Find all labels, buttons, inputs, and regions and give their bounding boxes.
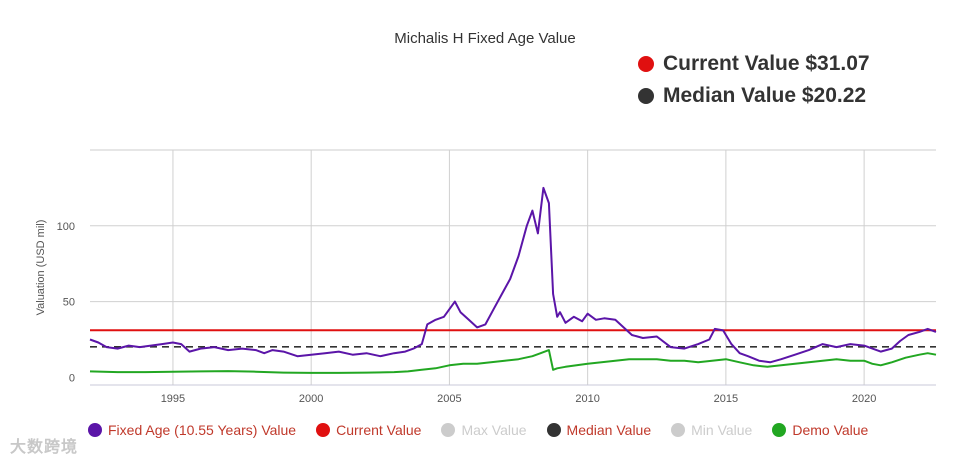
legend-label: Max Value bbox=[461, 422, 527, 438]
legend-swatch-icon bbox=[671, 423, 686, 437]
legend-label: Current Value bbox=[336, 422, 422, 438]
legend-swatch-icon bbox=[88, 423, 102, 437]
legend-item-min-value[interactable]: Min Value bbox=[671, 422, 752, 438]
legend-item-fixed-age[interactable]: Fixed Age (10.55 Years) Value bbox=[88, 422, 296, 438]
median-value-badge: Median Value $20.22 bbox=[638, 84, 866, 108]
legend-label: Median Value bbox=[566, 422, 652, 438]
legend-label: Demo Value bbox=[792, 422, 869, 438]
series-line-fixed-age-10-55-years-value bbox=[89, 186, 937, 364]
legend-swatch-icon bbox=[772, 423, 787, 437]
legend-label: Min Value bbox=[691, 422, 753, 438]
y-tick-label: 100 bbox=[57, 221, 75, 233]
x-tick-label: 2000 bbox=[299, 393, 323, 405]
legend-item-max-value[interactable]: Max Value bbox=[441, 422, 527, 438]
y-tick-label: 0 bbox=[69, 372, 75, 384]
current-value-badge: Current Value $31.07 bbox=[638, 52, 870, 76]
x-tick-label: 2005 bbox=[437, 393, 461, 405]
legend-swatch-icon bbox=[316, 423, 331, 437]
watermark-logo: 大数跨境 bbox=[10, 439, 79, 456]
x-tick-label: 2015 bbox=[714, 393, 738, 405]
chart-legend: Fixed Age (10.55 Years) Value Current Va… bbox=[88, 422, 888, 438]
legend-item-current-value[interactable]: Current Value bbox=[316, 422, 421, 438]
current-value-dot-icon bbox=[638, 56, 654, 72]
legend-item-median-value[interactable]: Median Value bbox=[546, 422, 652, 438]
x-tick-label: 1995 bbox=[161, 393, 185, 405]
x-tick-label: 2010 bbox=[575, 393, 599, 405]
x-tick-label: 2020 bbox=[852, 393, 876, 405]
series-line-demo-value bbox=[89, 349, 937, 374]
legend-swatch-icon bbox=[546, 423, 561, 437]
current-value-label: Current Value $31.07 bbox=[663, 52, 870, 75]
y-axis-label: Valuation (USD mil) bbox=[35, 220, 47, 316]
legend-item-demo-value[interactable]: Demo Value bbox=[772, 422, 868, 438]
y-tick-label: 50 bbox=[63, 297, 75, 309]
chart-title: Michalis H Fixed Age Value bbox=[394, 30, 576, 47]
median-value-label: Median Value $20.22 bbox=[663, 84, 867, 107]
legend-label: Fixed Age (10.55 Years) Value bbox=[108, 422, 297, 438]
legend-swatch-icon bbox=[441, 423, 456, 437]
median-value-dot-icon bbox=[638, 88, 654, 104]
